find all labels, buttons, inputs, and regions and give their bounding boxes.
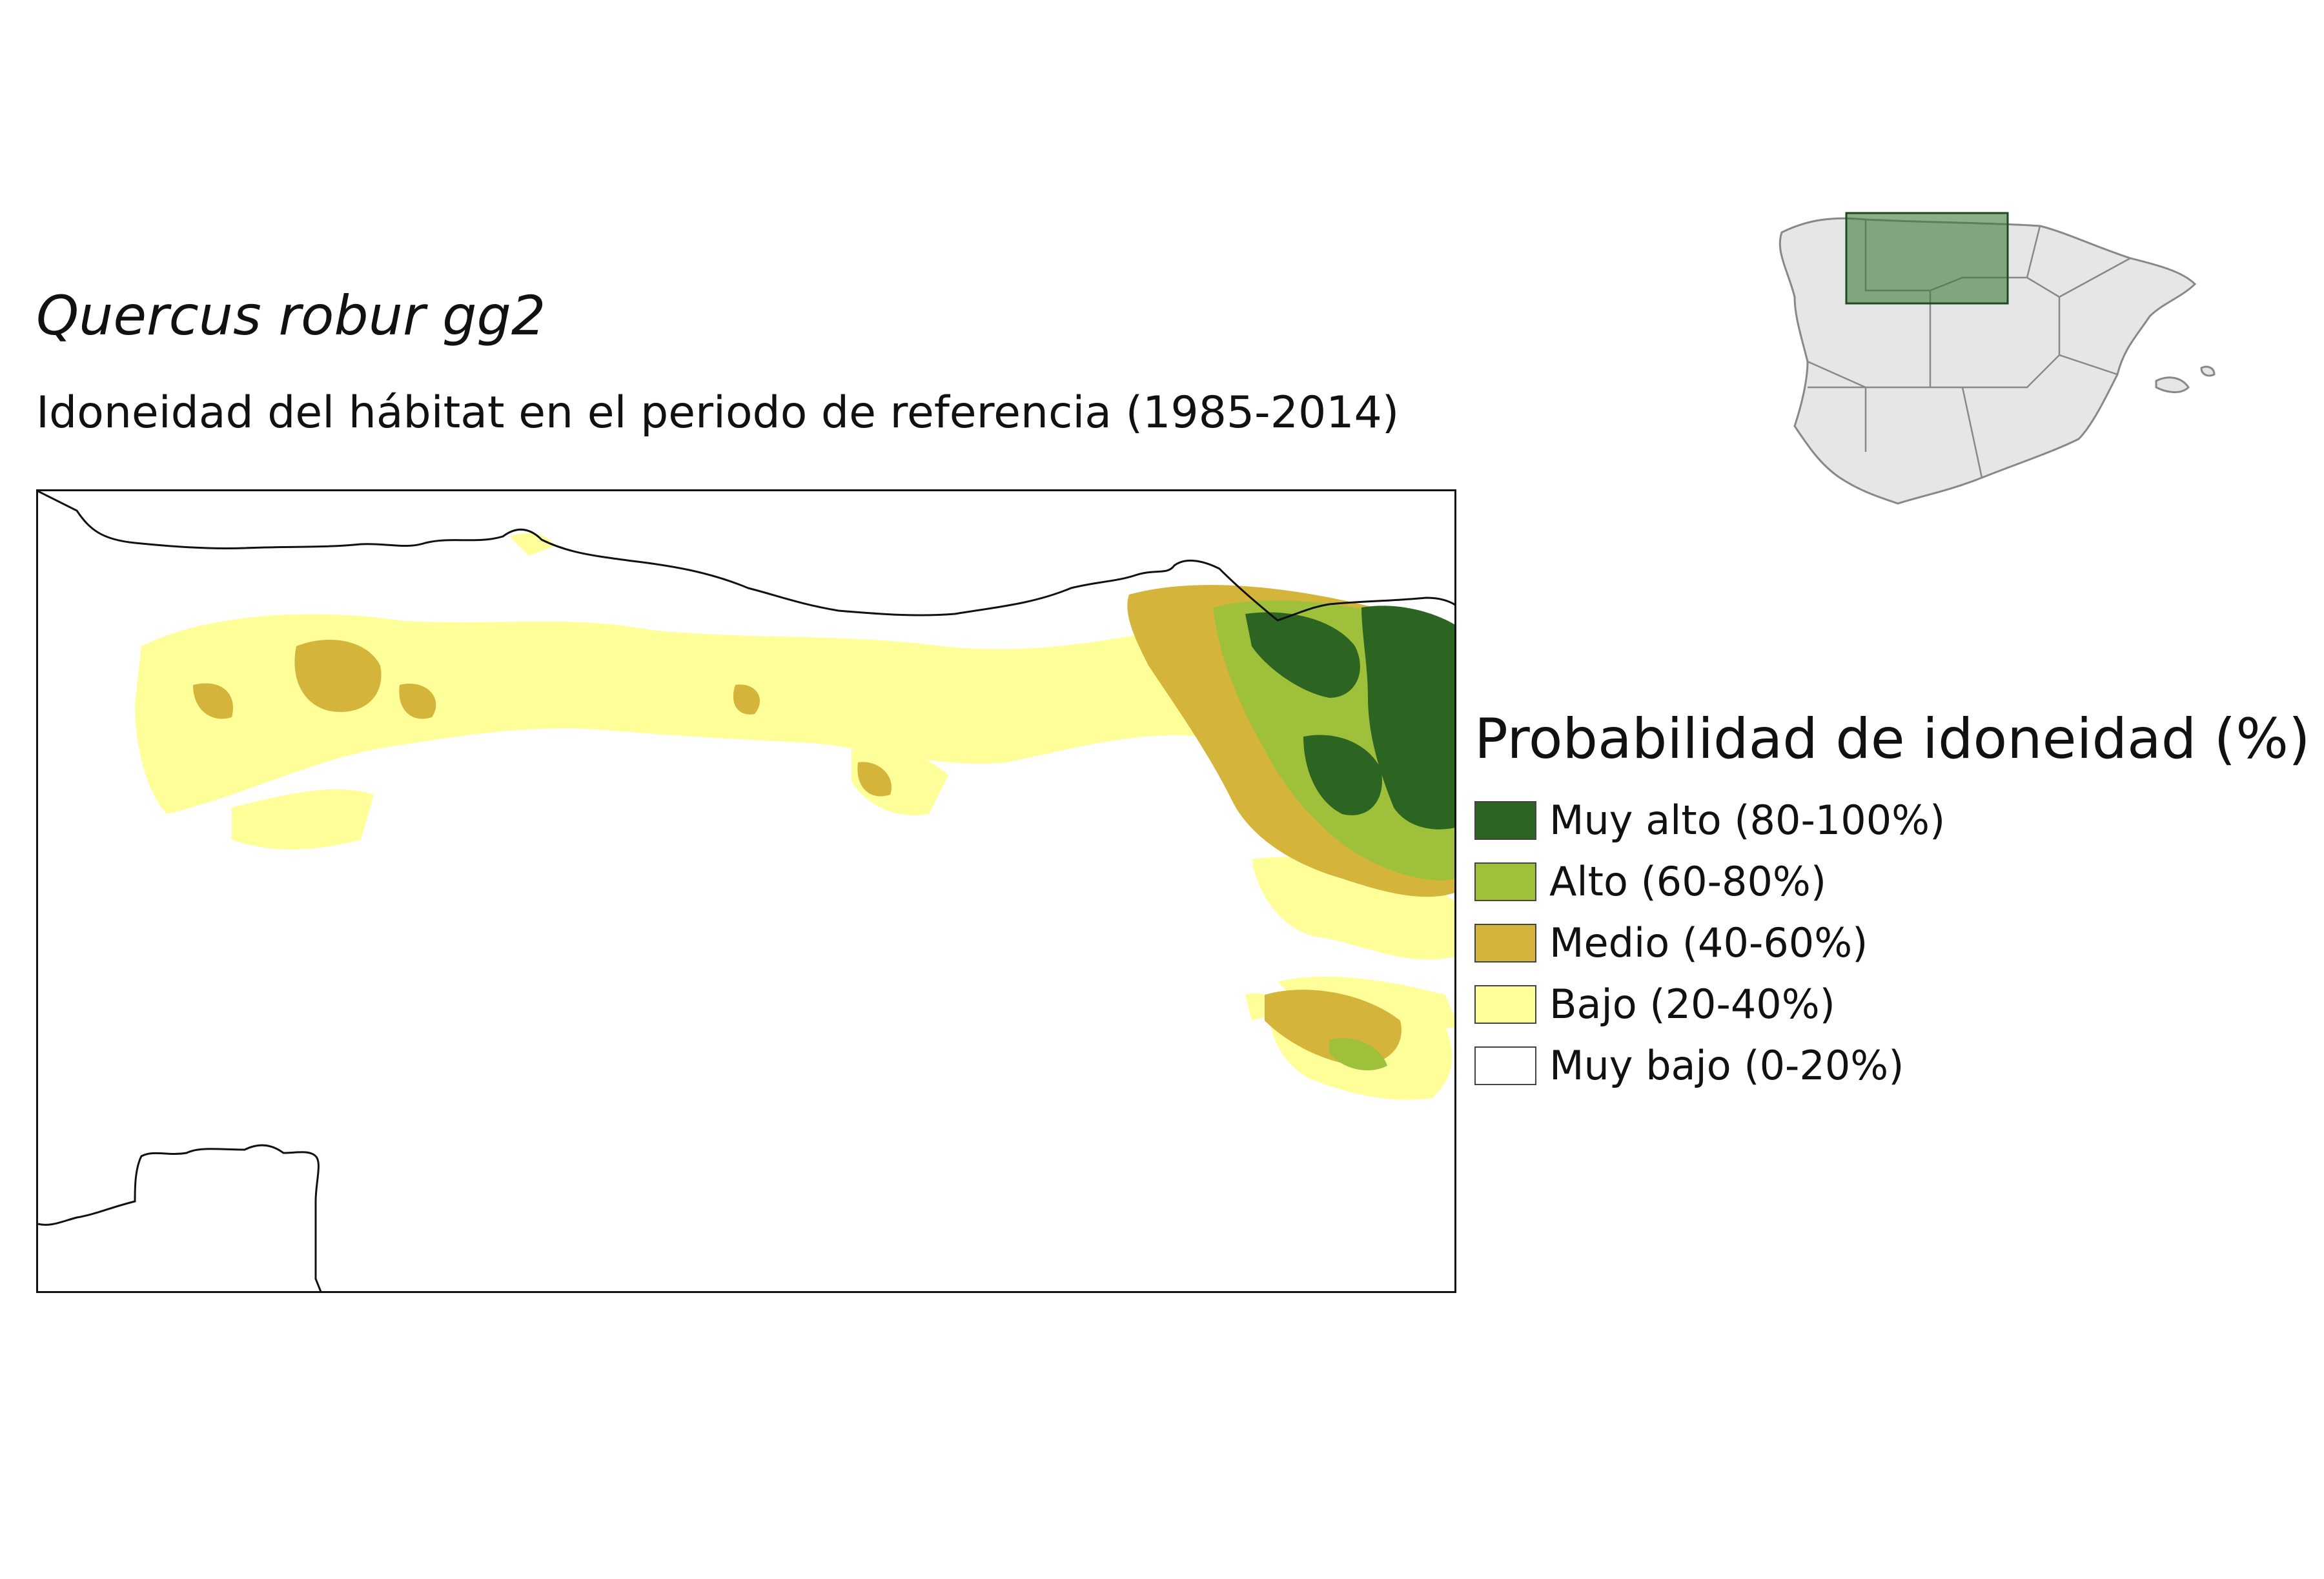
habitat-map [36, 489, 1456, 1293]
map-subtitle: Idoneidad del hábitat en el periodo de r… [36, 387, 1400, 438]
study-area-box [1845, 212, 2009, 305]
locator-map-svg [1779, 212, 2216, 505]
legend-item-muy-bajo: Muy bajo (0-20%) [1474, 1035, 2310, 1096]
legend-label: Medio (40-60%) [1549, 919, 1868, 966]
legend-title: Probabilidad de idoneidad (%) [1474, 707, 2310, 771]
legend-item-alto: Alto (60-80%) [1474, 851, 2310, 912]
legend-swatch [1474, 1046, 1536, 1085]
balearic-islands [2155, 365, 2216, 393]
legend-item-muy-alto: Muy alto (80-100%) [1474, 790, 2310, 851]
legend-swatch [1474, 862, 1536, 901]
habitat-map-svg [38, 491, 1454, 1291]
legend-swatch [1474, 923, 1536, 963]
legend-label: Muy alto (80-100%) [1549, 797, 1946, 844]
region-borders [1807, 219, 2131, 478]
legend-label: Muy bajo (0-20%) [1549, 1042, 1904, 1089]
map-title: Quercus robur gg2 [36, 284, 546, 347]
legend-swatch [1474, 984, 1536, 1024]
legend-item-medio: Medio (40-60%) [1474, 912, 2310, 973]
legend-label: Bajo (20-40%) [1549, 981, 1835, 1028]
legend-swatch [1474, 800, 1536, 840]
legend-label: Alto (60-80%) [1549, 858, 1827, 905]
class-muy-alto [1245, 606, 1454, 830]
legend-item-bajo: Bajo (20-40%) [1474, 973, 2310, 1035]
coastline [38, 491, 1454, 622]
legend: Probabilidad de idoneidad (%) Muy alto (… [1474, 707, 2310, 1096]
country-border [38, 1144, 322, 1291]
locator-map [1769, 194, 2221, 581]
